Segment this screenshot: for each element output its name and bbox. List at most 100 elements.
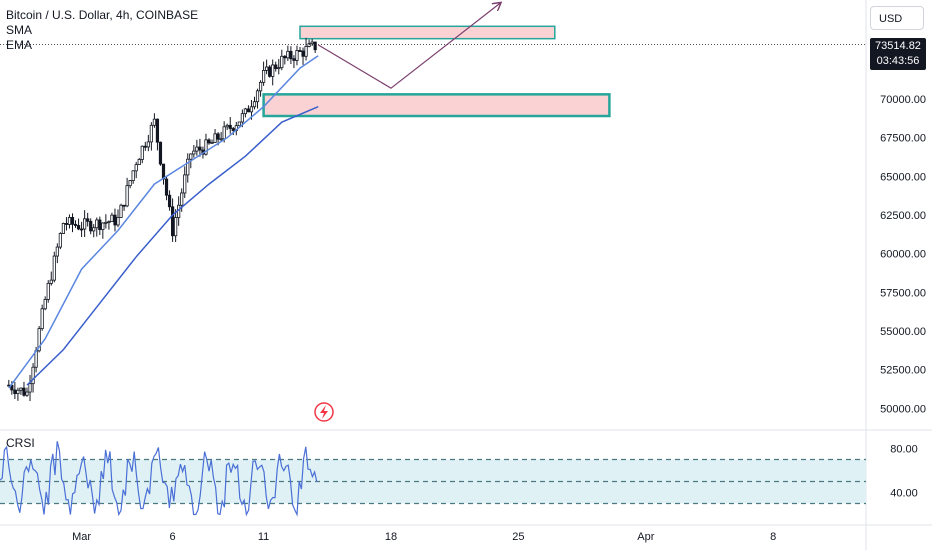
y-tick-label-6: 55000.00 <box>880 326 926 338</box>
candle-body-92 <box>286 50 290 59</box>
candle-body-34 <box>110 214 114 223</box>
zone-1 <box>262 93 611 118</box>
candle-body-11 <box>40 308 44 330</box>
candle-body-31 <box>101 222 105 230</box>
candle-body-44 <box>140 145 144 160</box>
candles <box>7 37 317 402</box>
crsi-tick-1: 40.00 <box>890 488 918 500</box>
candle-body-76 <box>237 121 241 127</box>
candle-body-8 <box>31 366 35 385</box>
symbol-title[interactable]: Bitcoin / U.S. Dollar, 4h, COINBASE <box>6 8 199 22</box>
candle-body-51 <box>161 163 166 180</box>
candle-body-82 <box>255 90 260 103</box>
candle-body-90 <box>280 55 284 69</box>
candle-body-63 <box>198 146 202 151</box>
candle-body-73 <box>228 124 232 129</box>
candle-body-65 <box>204 139 208 155</box>
candle-body-19 <box>64 223 69 225</box>
candle-body-2 <box>13 389 17 394</box>
ema-line <box>26 106 319 386</box>
candle-body-41 <box>131 170 135 181</box>
candle-body-83 <box>258 81 263 92</box>
candle-body-6 <box>25 391 29 396</box>
y-tick-label-0: 70000.00 <box>880 94 926 106</box>
candle-body-91 <box>283 55 287 59</box>
candle-body-42 <box>134 164 138 172</box>
sma-legend-label[interactable]: SMA <box>6 23 33 37</box>
candle-body-29 <box>95 219 99 229</box>
candle-body-58 <box>183 174 187 194</box>
oscillator-label[interactable]: CRSI <box>6 436 35 450</box>
candle-body-30 <box>98 219 102 230</box>
candle-body-89 <box>277 67 281 70</box>
candle-body-80 <box>249 106 254 113</box>
candle-body-36 <box>116 217 120 226</box>
candle-body-94 <box>292 58 296 61</box>
bar-countdown: 03:43:56 <box>876 55 920 67</box>
crsi-tick-0: 80.00 <box>890 444 918 456</box>
y-tick-label-1: 67500.00 <box>880 133 926 145</box>
candle-body-33 <box>107 221 111 224</box>
candle-body-55 <box>174 217 178 237</box>
candle-body-40 <box>128 180 132 187</box>
y-tick-label-4: 60000.00 <box>880 249 926 261</box>
sma-line <box>8 55 319 389</box>
x-tick-label-2: 11 <box>258 531 269 543</box>
lightning-icon-glyph <box>320 405 328 419</box>
candle-body-72 <box>225 124 229 128</box>
candle-body-37 <box>119 204 123 218</box>
candle-body-60 <box>189 153 193 160</box>
candle-body-93 <box>289 50 293 60</box>
y-tick-label-5: 57500.00 <box>880 287 926 299</box>
candle-body-52 <box>164 178 169 196</box>
candle-body-88 <box>274 64 278 69</box>
zone-0 <box>299 25 556 40</box>
candle-body-25 <box>83 218 87 230</box>
ema-legend-label[interactable]: EMA <box>6 38 33 52</box>
candle-body-71 <box>222 126 226 140</box>
candle-body-23 <box>76 225 81 230</box>
candle-body-77 <box>240 113 244 123</box>
candle-body-95 <box>295 50 299 61</box>
candle-body-24 <box>80 228 84 231</box>
candle-body-74 <box>231 128 235 131</box>
candle-body-66 <box>207 139 211 144</box>
candle-body-68 <box>213 133 217 143</box>
candle-body-14 <box>49 279 53 284</box>
candle-body-86 <box>268 66 272 77</box>
crsi-line <box>0 441 318 517</box>
candle-body-35 <box>113 214 117 226</box>
candle-body-96 <box>298 50 302 52</box>
candle-body-13 <box>46 282 50 300</box>
candle-body-26 <box>86 218 90 222</box>
x-tick-label-3: 18 <box>385 531 397 543</box>
candle-body-85 <box>265 66 269 71</box>
y-tick-label-2: 65000.00 <box>880 171 926 183</box>
x-tick-label-0: Mar <box>72 531 91 543</box>
candle-body-46 <box>146 141 150 148</box>
candle-body-84 <box>261 70 266 83</box>
candle-body-48 <box>152 118 156 126</box>
candle-body-81 <box>252 101 257 108</box>
y-tick-label-7: 52500.00 <box>880 365 926 377</box>
chart-legend: Bitcoin / U.S. Dollar, 4h, COINBASE SMA … <box>6 8 198 53</box>
candle-body-27 <box>89 220 93 232</box>
candle-body-5 <box>22 387 26 396</box>
candle-body-20 <box>67 217 72 225</box>
currency-button[interactable]: USD <box>870 6 924 30</box>
candle-body-38 <box>122 204 126 207</box>
candle-body-59 <box>186 158 190 176</box>
candle-body-3 <box>16 389 20 394</box>
y-tick-label-8: 50000.00 <box>880 403 926 415</box>
candle-body-18 <box>61 223 66 234</box>
candle-body-101 <box>313 41 317 51</box>
candle-body-39 <box>125 185 129 207</box>
candle-body-16 <box>55 246 59 257</box>
candle-body-4 <box>19 387 23 391</box>
candle-body-57 <box>180 192 184 206</box>
projection-path <box>317 3 500 89</box>
candle-body-43 <box>137 159 141 166</box>
candle-body-69 <box>216 133 220 140</box>
